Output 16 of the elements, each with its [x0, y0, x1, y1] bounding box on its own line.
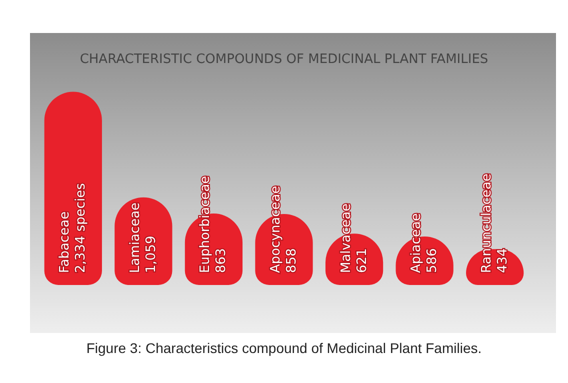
x-tick-label: Euphorbiaceae — [198, 176, 214, 273]
x-tick-label: Apocynaceae — [268, 186, 284, 273]
data-label: 621 — [354, 248, 370, 273]
data-label: 863 — [214, 248, 230, 273]
x-tick-label: Ranunculaceae — [479, 173, 494, 273]
x-tick-label: Apiaceae — [409, 213, 424, 273]
chart-title: CHARACTERISTIC COMPOUNDS OF MEDICINAL PLANT FAMILIES — [80, 52, 488, 67]
x-tick-label: Malvaceae — [338, 203, 354, 273]
data-label: 434 — [495, 248, 510, 273]
x-tick-label: Fabaceae — [58, 211, 73, 273]
data-label: 586 — [425, 248, 440, 273]
data-label: 1,059 — [144, 236, 159, 273]
data-label: 2,334 species — [74, 182, 89, 273]
x-tick-label: Lamiaceae — [128, 202, 143, 273]
data-label: 858 — [284, 248, 300, 273]
caption: Figure 3: Characteristics compound of Medicinal Plant Families. — [86, 340, 482, 356]
